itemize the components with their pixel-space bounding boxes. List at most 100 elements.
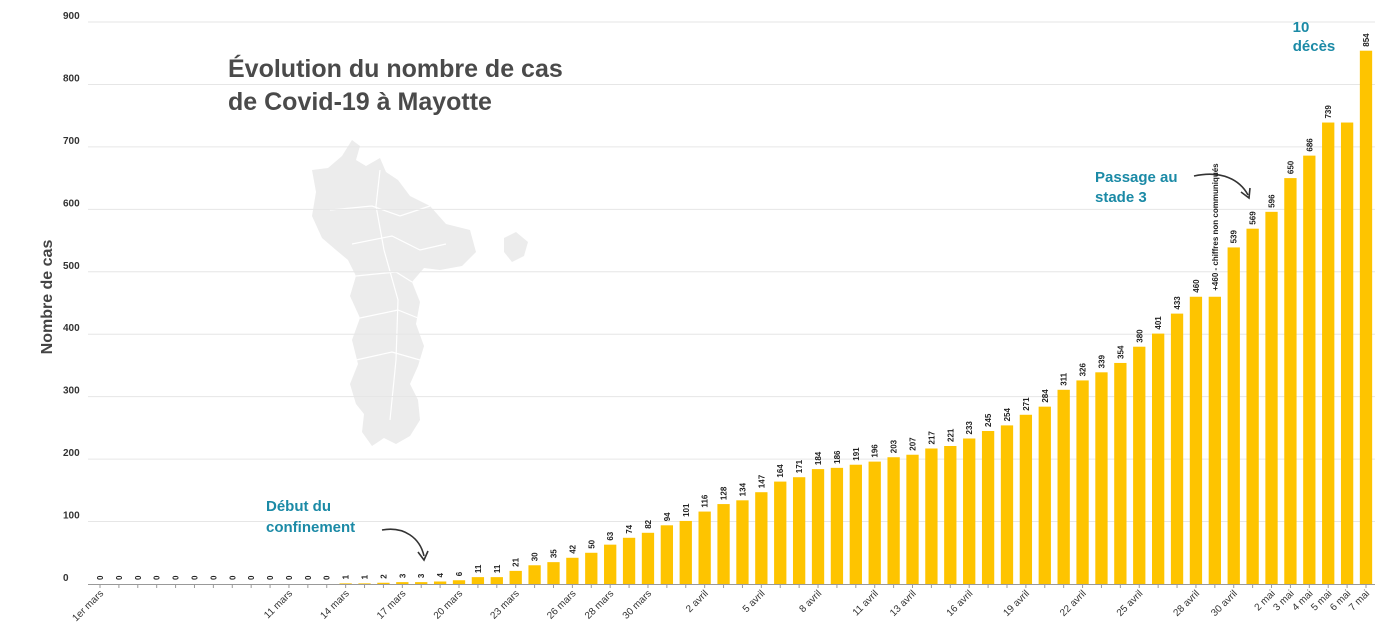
bar [830,467,844,584]
x-tick-label: 23 mars [489,588,522,621]
x-tick-label: 5 mai [1309,588,1334,613]
data-label: 1 [361,574,370,579]
data-label: 207 [909,437,918,451]
y-tick-label: 900 [63,11,80,22]
data-label: 30 [531,552,540,561]
map-commune-border [329,205,431,217]
x-tick-label: 16 avril [945,588,976,619]
chart-title-line-2: de Covid-19 à Mayotte [228,88,492,116]
map-petite-terre [504,232,528,262]
data-label: 245 [984,413,993,427]
curved-arrow-icon [381,528,425,557]
bar [1000,425,1014,584]
data-label: 686 [1305,138,1314,152]
bar [585,552,598,584]
bar [1114,362,1127,584]
data-label: 460 [1192,279,1201,293]
data-label: 233 [965,421,974,435]
bar [1303,155,1316,584]
map-commune-border [355,351,421,361]
bar [339,583,352,584]
x-axis-ticks: 1er mars 11 mars 14 mars 17 mars 20 mars 23 m… [70,584,1372,624]
data-label: 284 [1041,389,1050,403]
data-label: 0 [134,575,143,580]
data-label: 254 [1003,407,1012,421]
data-label: 4 [436,573,445,578]
x-tick-label: 14 mars [318,588,351,621]
data-label: 0 [209,575,218,580]
data-label: 401 [1154,316,1163,330]
data-label: 0 [247,575,256,580]
bar [509,570,522,584]
bar [1189,296,1203,584]
bar [1265,211,1278,584]
data-label: 147 [757,474,766,488]
data-label: 0 [285,575,294,580]
data-label: 35 [549,549,558,558]
data-label: 0 [172,575,181,580]
data-label: 186 [833,450,842,464]
data-label: 3 [398,573,407,578]
data-label: 0 [115,575,124,580]
bar [1227,247,1240,584]
data-label: 82 [644,519,653,528]
x-tick-label: 3 mai [1271,588,1296,613]
bar [1076,380,1089,584]
bar [1151,333,1165,584]
annotation-stade3-line-2: stade 3 [1095,189,1147,206]
y-tick-label: 400 [63,323,80,334]
data-label: 11 [493,564,502,573]
data-label: 326 [1079,363,1088,377]
data-label: 311 [1060,372,1069,385]
annotation-non-communiques: +460 - chiffres non communiqués [1211,163,1220,291]
x-tick-label: 20 mars [432,588,465,621]
bar [1095,372,1108,584]
bar [925,448,938,584]
x-tick-label: 28 mars [583,588,616,621]
y-axis-ticks: 0 100 200 300 400 500 600 700 800 900 [63,11,80,584]
bar [604,544,617,584]
data-label: 42 [568,544,577,553]
data-label: 171 [795,459,804,473]
data-label: 184 [814,451,823,465]
data-label: 539 [1230,230,1239,244]
bar [849,464,862,584]
mayotte-map-silhouette [312,140,528,446]
data-label: 354 [1116,345,1125,359]
annotation-confinement-line-2: confinement [266,519,355,536]
x-tick-label: 26 mars [545,588,578,621]
bar [811,469,825,584]
x-tick-label: 11 mars [262,588,295,621]
map-commune-border [375,169,399,421]
data-label: 11 [474,564,483,573]
y-tick-label: 200 [63,448,80,459]
data-label: 0 [228,575,237,580]
annotation-stade3-line-1: Passage au [1095,169,1178,186]
bar [906,454,919,584]
data-label: 2 [379,574,388,579]
data-label: 221 [946,428,955,442]
data-label: 596 [1268,194,1277,208]
bar [1057,389,1070,584]
x-tick-label: 8 avril [798,588,825,615]
y-tick-label: 0 [63,573,69,584]
data-label: 0 [304,575,313,580]
data-label: 191 [852,447,861,461]
bar [1133,346,1146,584]
x-tick-label: 17 mars [375,588,408,621]
data-label: 21 [512,557,521,566]
data-label: 0 [323,575,332,580]
bar [774,481,787,584]
data-label: 196 [871,444,880,458]
data-label: 74 [625,524,634,533]
data-label: 94 [663,512,672,521]
bar [490,577,503,584]
bar [528,565,541,584]
x-tick-label: 28 avril [1171,588,1202,619]
data-label: 339 [1097,354,1106,368]
data-label: 0 [96,575,105,580]
map-commune-border [351,235,447,251]
arrow-head-icon [1240,187,1251,200]
